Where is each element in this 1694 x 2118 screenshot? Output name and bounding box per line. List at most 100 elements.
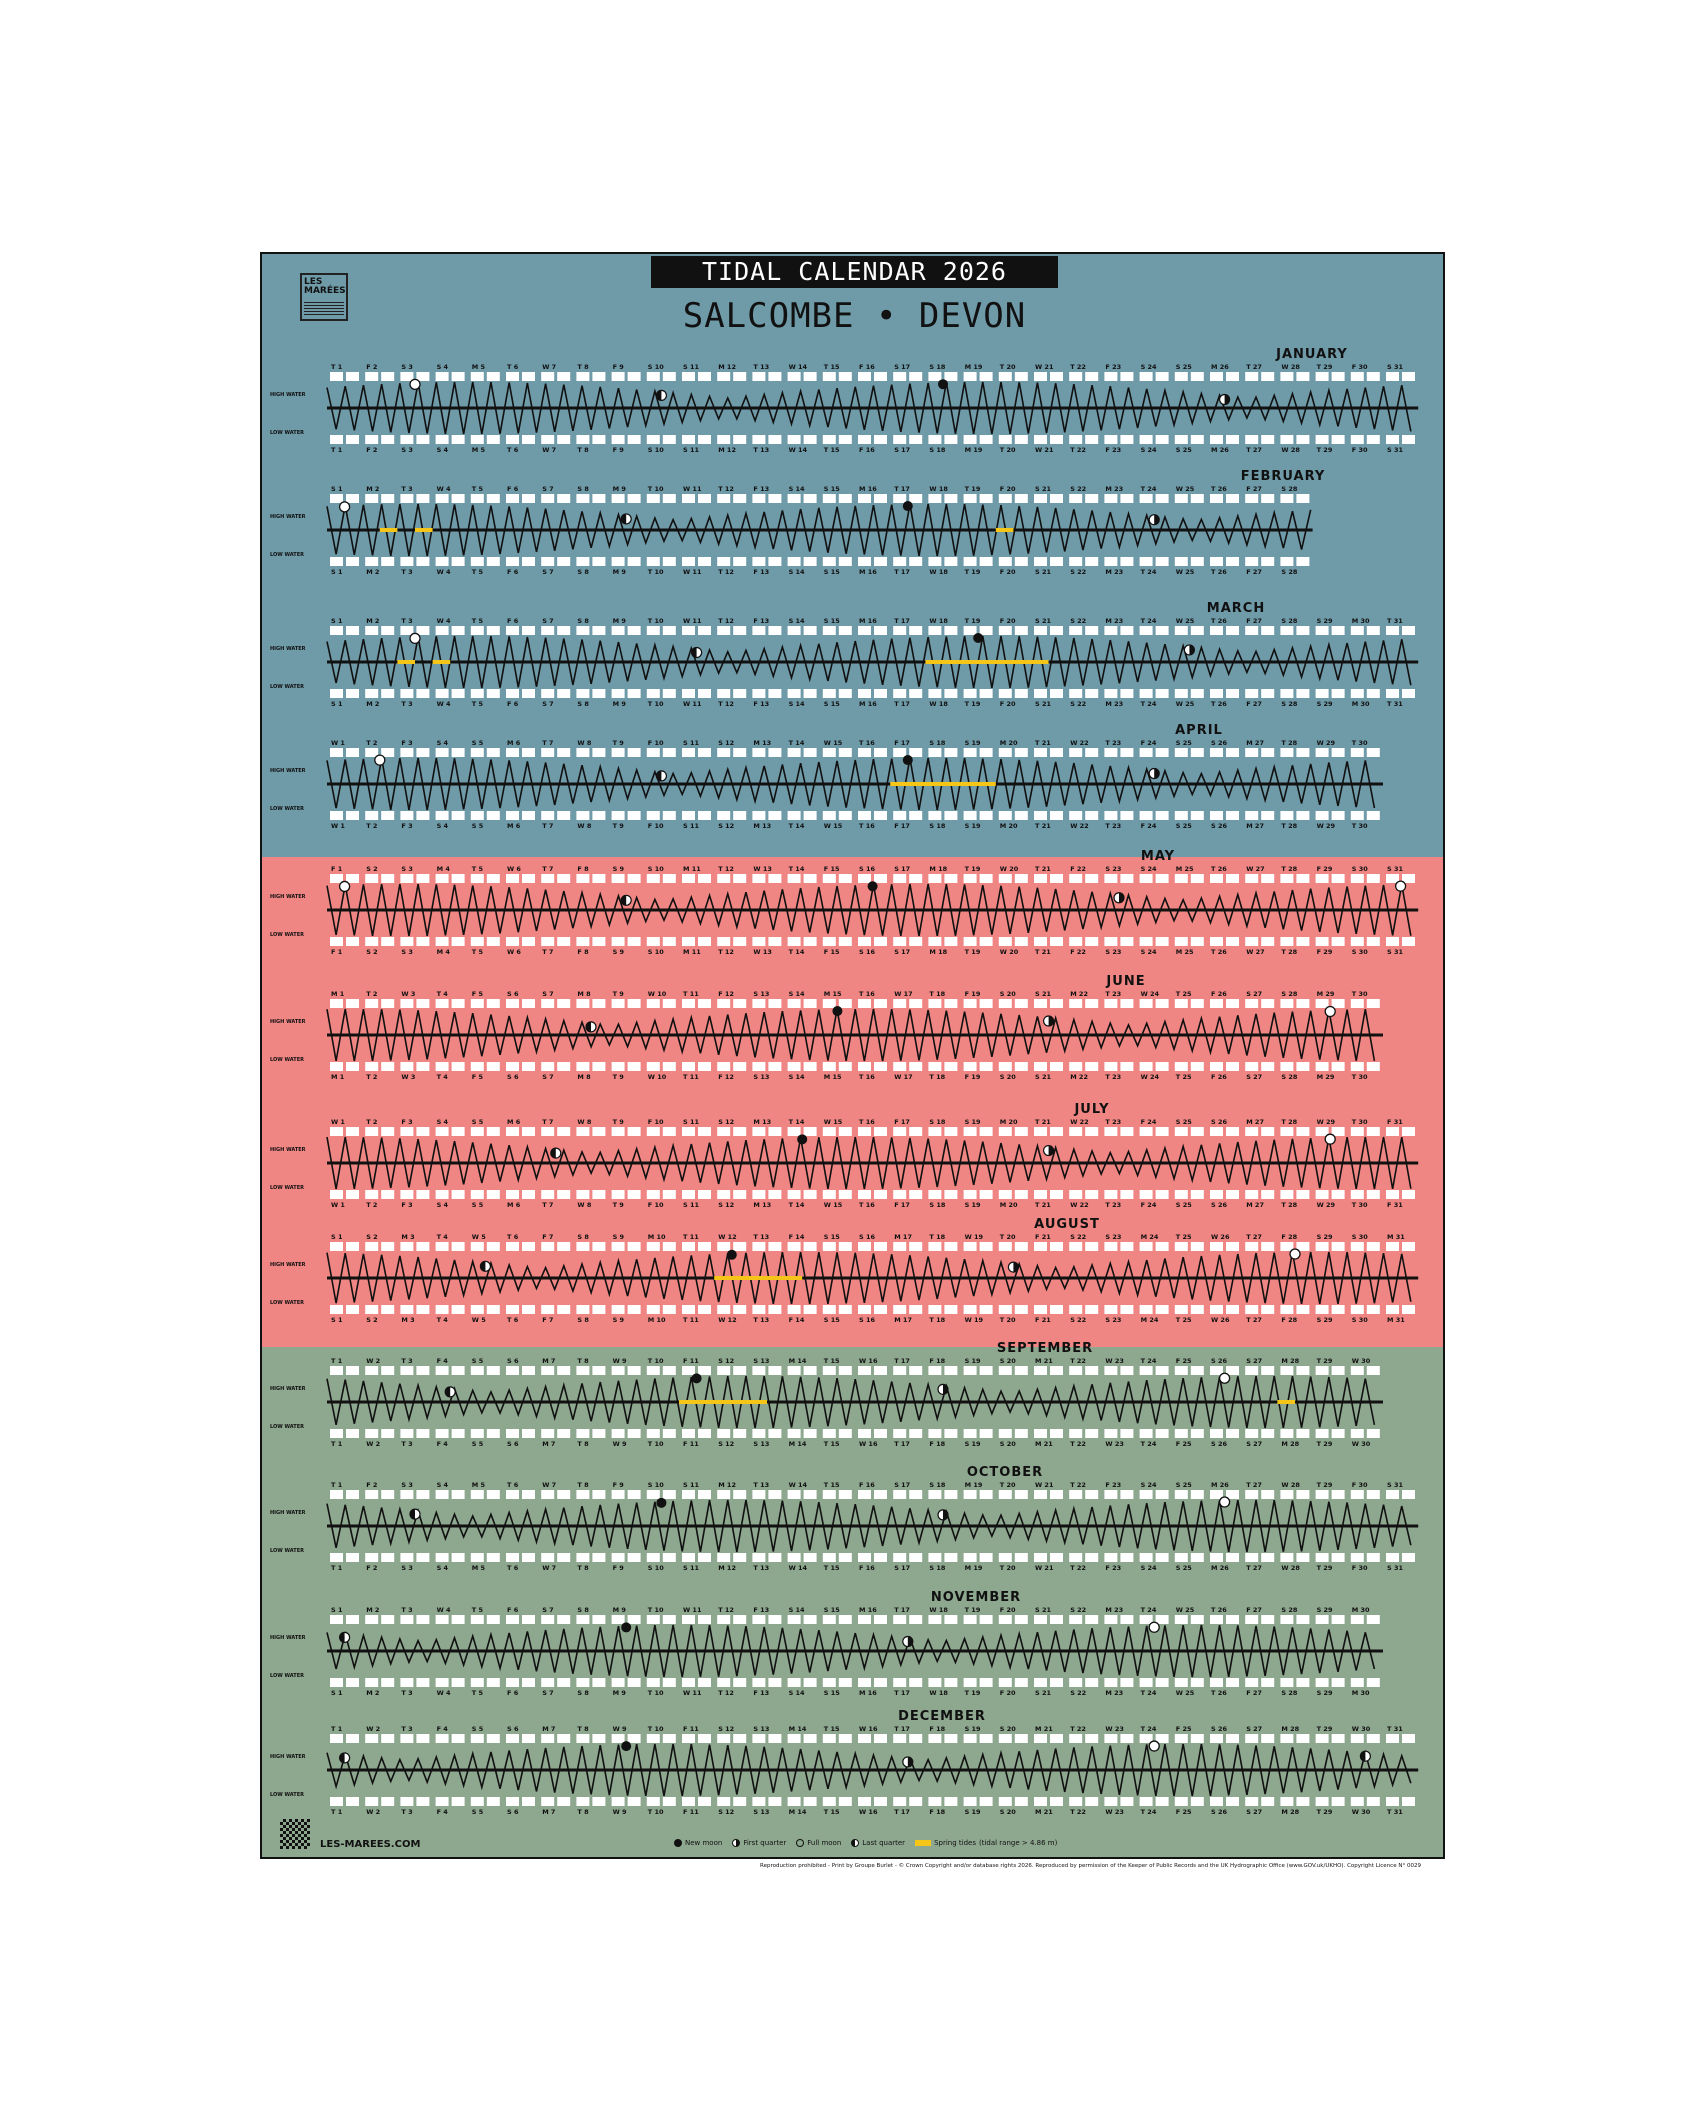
high-water-time-box <box>717 1615 731 1624</box>
low-water-time-box <box>1104 1305 1118 1314</box>
high-water-time-box <box>893 1615 907 1624</box>
low-water-time-box <box>592 1305 606 1314</box>
low-water-time-box <box>416 1305 430 1314</box>
low-water-time-box <box>627 811 641 820</box>
high-water-time-box <box>522 372 535 381</box>
low-water-time-box <box>909 1429 923 1438</box>
day-label: W 24 <box>1141 990 1160 998</box>
day-label: S 29 <box>1317 1316 1333 1324</box>
high-water-time-box <box>1104 748 1118 757</box>
high-water-time-box <box>944 999 958 1008</box>
day-label: S 19 <box>965 1725 981 1733</box>
low-water-label: LOW WATER <box>270 430 304 436</box>
high-water-time-box <box>506 1734 519 1743</box>
low-water-time-box <box>1014 1797 1028 1806</box>
low-water-time-box <box>1104 1062 1118 1071</box>
high-water-time-box <box>365 1615 379 1624</box>
day-label: T 3 <box>401 485 412 493</box>
day-label: F 4 <box>437 1440 449 1448</box>
day-label: S 11 <box>683 822 699 830</box>
day-label: T 15 <box>824 1440 840 1448</box>
day-label: F 23 <box>1105 1481 1121 1489</box>
low-water-time-box <box>1245 557 1259 566</box>
high-water-label: HIGH WATER <box>270 514 306 520</box>
day-label: T 11 <box>683 1233 699 1241</box>
day-label: T 26 <box>1211 1606 1227 1614</box>
low-water-time-box <box>435 1553 449 1562</box>
high-water-time-box <box>1331 626 1345 635</box>
low-water-time-box <box>470 811 484 820</box>
day-label: T 24 <box>1141 1808 1157 1816</box>
high-water-time-box <box>646 874 660 883</box>
high-water-time-box <box>557 1615 571 1624</box>
day-label: F 10 <box>648 822 664 830</box>
day-label: T 16 <box>859 1118 875 1126</box>
day-label: M 23 <box>1105 1606 1123 1614</box>
high-water-time-box <box>928 372 942 381</box>
low-water-time-box <box>365 937 379 946</box>
low-water-time-box <box>787 1553 801 1562</box>
high-water-time-box <box>1280 494 1294 503</box>
high-water-time-box <box>944 494 958 503</box>
high-water-time-box <box>717 1242 731 1251</box>
day-label: S 30 <box>1352 1233 1368 1241</box>
day-label: F 28 <box>1281 1316 1297 1324</box>
high-water-time-box <box>486 748 500 757</box>
low-water-time-box <box>928 1553 942 1562</box>
high-water-time-box <box>979 1490 993 1499</box>
low-water-time-box <box>1014 937 1028 946</box>
low-water-time-box <box>838 557 852 566</box>
low-water-time-box <box>944 1190 958 1199</box>
high-water-time-box <box>1386 874 1399 883</box>
high-water-time-box <box>1174 1127 1188 1136</box>
day-label: S 27 <box>1246 990 1262 998</box>
day-label: W 30 <box>1352 1440 1371 1448</box>
low-water-time-box <box>381 1797 395 1806</box>
low-water-time-box <box>768 689 782 698</box>
legend-new-moon: New moon <box>674 1839 722 1847</box>
low-water-time-box <box>365 1678 379 1687</box>
high-water-time-box <box>979 1127 993 1136</box>
day-label: T 12 <box>718 1606 734 1614</box>
high-water-time-box <box>330 874 343 883</box>
month-label: AUGUST <box>1034 1217 1100 1232</box>
low-water-time-box <box>1085 1553 1099 1562</box>
high-water-time-box <box>1034 1615 1047 1624</box>
low-water-time-box <box>768 1797 782 1806</box>
low-water-time-box <box>963 1190 977 1199</box>
high-water-time-box <box>1120 874 1134 883</box>
legend-label: New moon <box>685 1839 723 1847</box>
day-label: T 18 <box>929 990 945 998</box>
low-water-time-box <box>1139 435 1153 444</box>
high-water-time-box <box>998 1127 1012 1136</box>
low-water-time-box <box>1226 557 1239 566</box>
high-water-time-box <box>1014 494 1028 503</box>
day-label: F 22 <box>1070 948 1086 956</box>
last-quarter-shade <box>480 1261 486 1272</box>
day-label: S 4 <box>437 822 449 830</box>
high-water-time-box <box>1280 874 1294 883</box>
low-water-time-box <box>1155 1305 1169 1314</box>
high-water-time-box <box>435 1127 449 1136</box>
full-moon-icon <box>1218 1496 1231 1508</box>
day-label: F 20 <box>1000 485 1016 493</box>
low-water-time-box <box>1139 811 1153 820</box>
high-water-time-box <box>698 748 711 757</box>
low-water-time-box <box>787 1190 801 1199</box>
day-label: W 22 <box>1070 1118 1088 1126</box>
day-label: S 2 <box>366 1316 377 1324</box>
high-water-time-box <box>1085 1127 1099 1136</box>
day-label: F 6 <box>507 485 519 493</box>
day-label: T 22 <box>1070 1808 1086 1816</box>
low-water-time-box <box>787 811 801 820</box>
month-label: JUNE <box>1105 974 1145 989</box>
first-quarter-shade <box>1154 768 1160 779</box>
high-water-time-box <box>611 748 625 757</box>
high-water-time-box <box>893 1366 907 1375</box>
legend-label: Spring tides <box>934 1839 976 1847</box>
day-label: F 27 <box>1246 700 1262 708</box>
high-water-time-box <box>1120 1615 1134 1624</box>
day-label: W 30 <box>1352 1808 1371 1816</box>
high-water-time-box <box>909 999 923 1008</box>
day-label: F 18 <box>929 1357 945 1365</box>
